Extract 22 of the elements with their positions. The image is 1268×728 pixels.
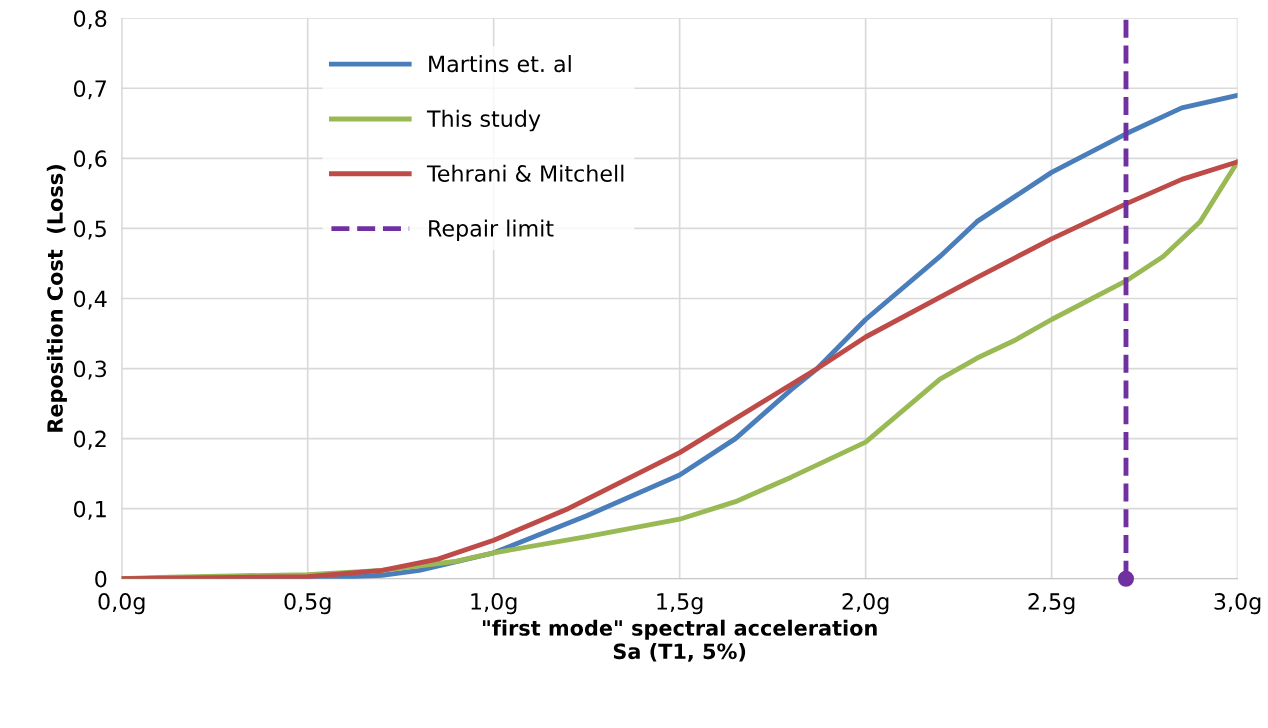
x-tick-label: 2,5g <box>1028 593 1075 615</box>
x-tick-label: 1,5g <box>657 593 703 615</box>
y-tick-label: 0,2 <box>73 430 106 450</box>
y-tick-label: 0,3 <box>73 360 107 380</box>
x-tick-label: 1,0g <box>471 593 517 615</box>
x-tick-label: 0,5g <box>284 593 331 615</box>
y-tick-label: 0,7 <box>73 80 106 100</box>
y-tick-label: 0,4 <box>73 290 107 310</box>
y-tick-label: 0 <box>95 570 107 588</box>
x-tick-label: 0,0g <box>98 593 145 615</box>
x-tick-label: 2,0g <box>842 593 889 615</box>
legend-label: Martins et. al <box>429 55 571 73</box>
legend-label: This study <box>426 109 541 132</box>
y-axis-title: Reposition Cost (Loss) <box>46 165 67 432</box>
y-tick-label: 0,1 <box>73 500 106 520</box>
y-tick-label: 0,5 <box>73 220 106 240</box>
x-axis-title: "first mode" spectral acceleration Sa (T1, 5%) <box>482 619 877 662</box>
legend-label: Repair limit <box>429 219 554 242</box>
legend-label: Tehrani & Mitchell <box>426 164 624 182</box>
y-tick-label: 0,6 <box>73 150 107 170</box>
y-tick-label: 0,8 <box>73 10 107 30</box>
x-tick-label: 3,0g <box>1214 593 1261 615</box>
